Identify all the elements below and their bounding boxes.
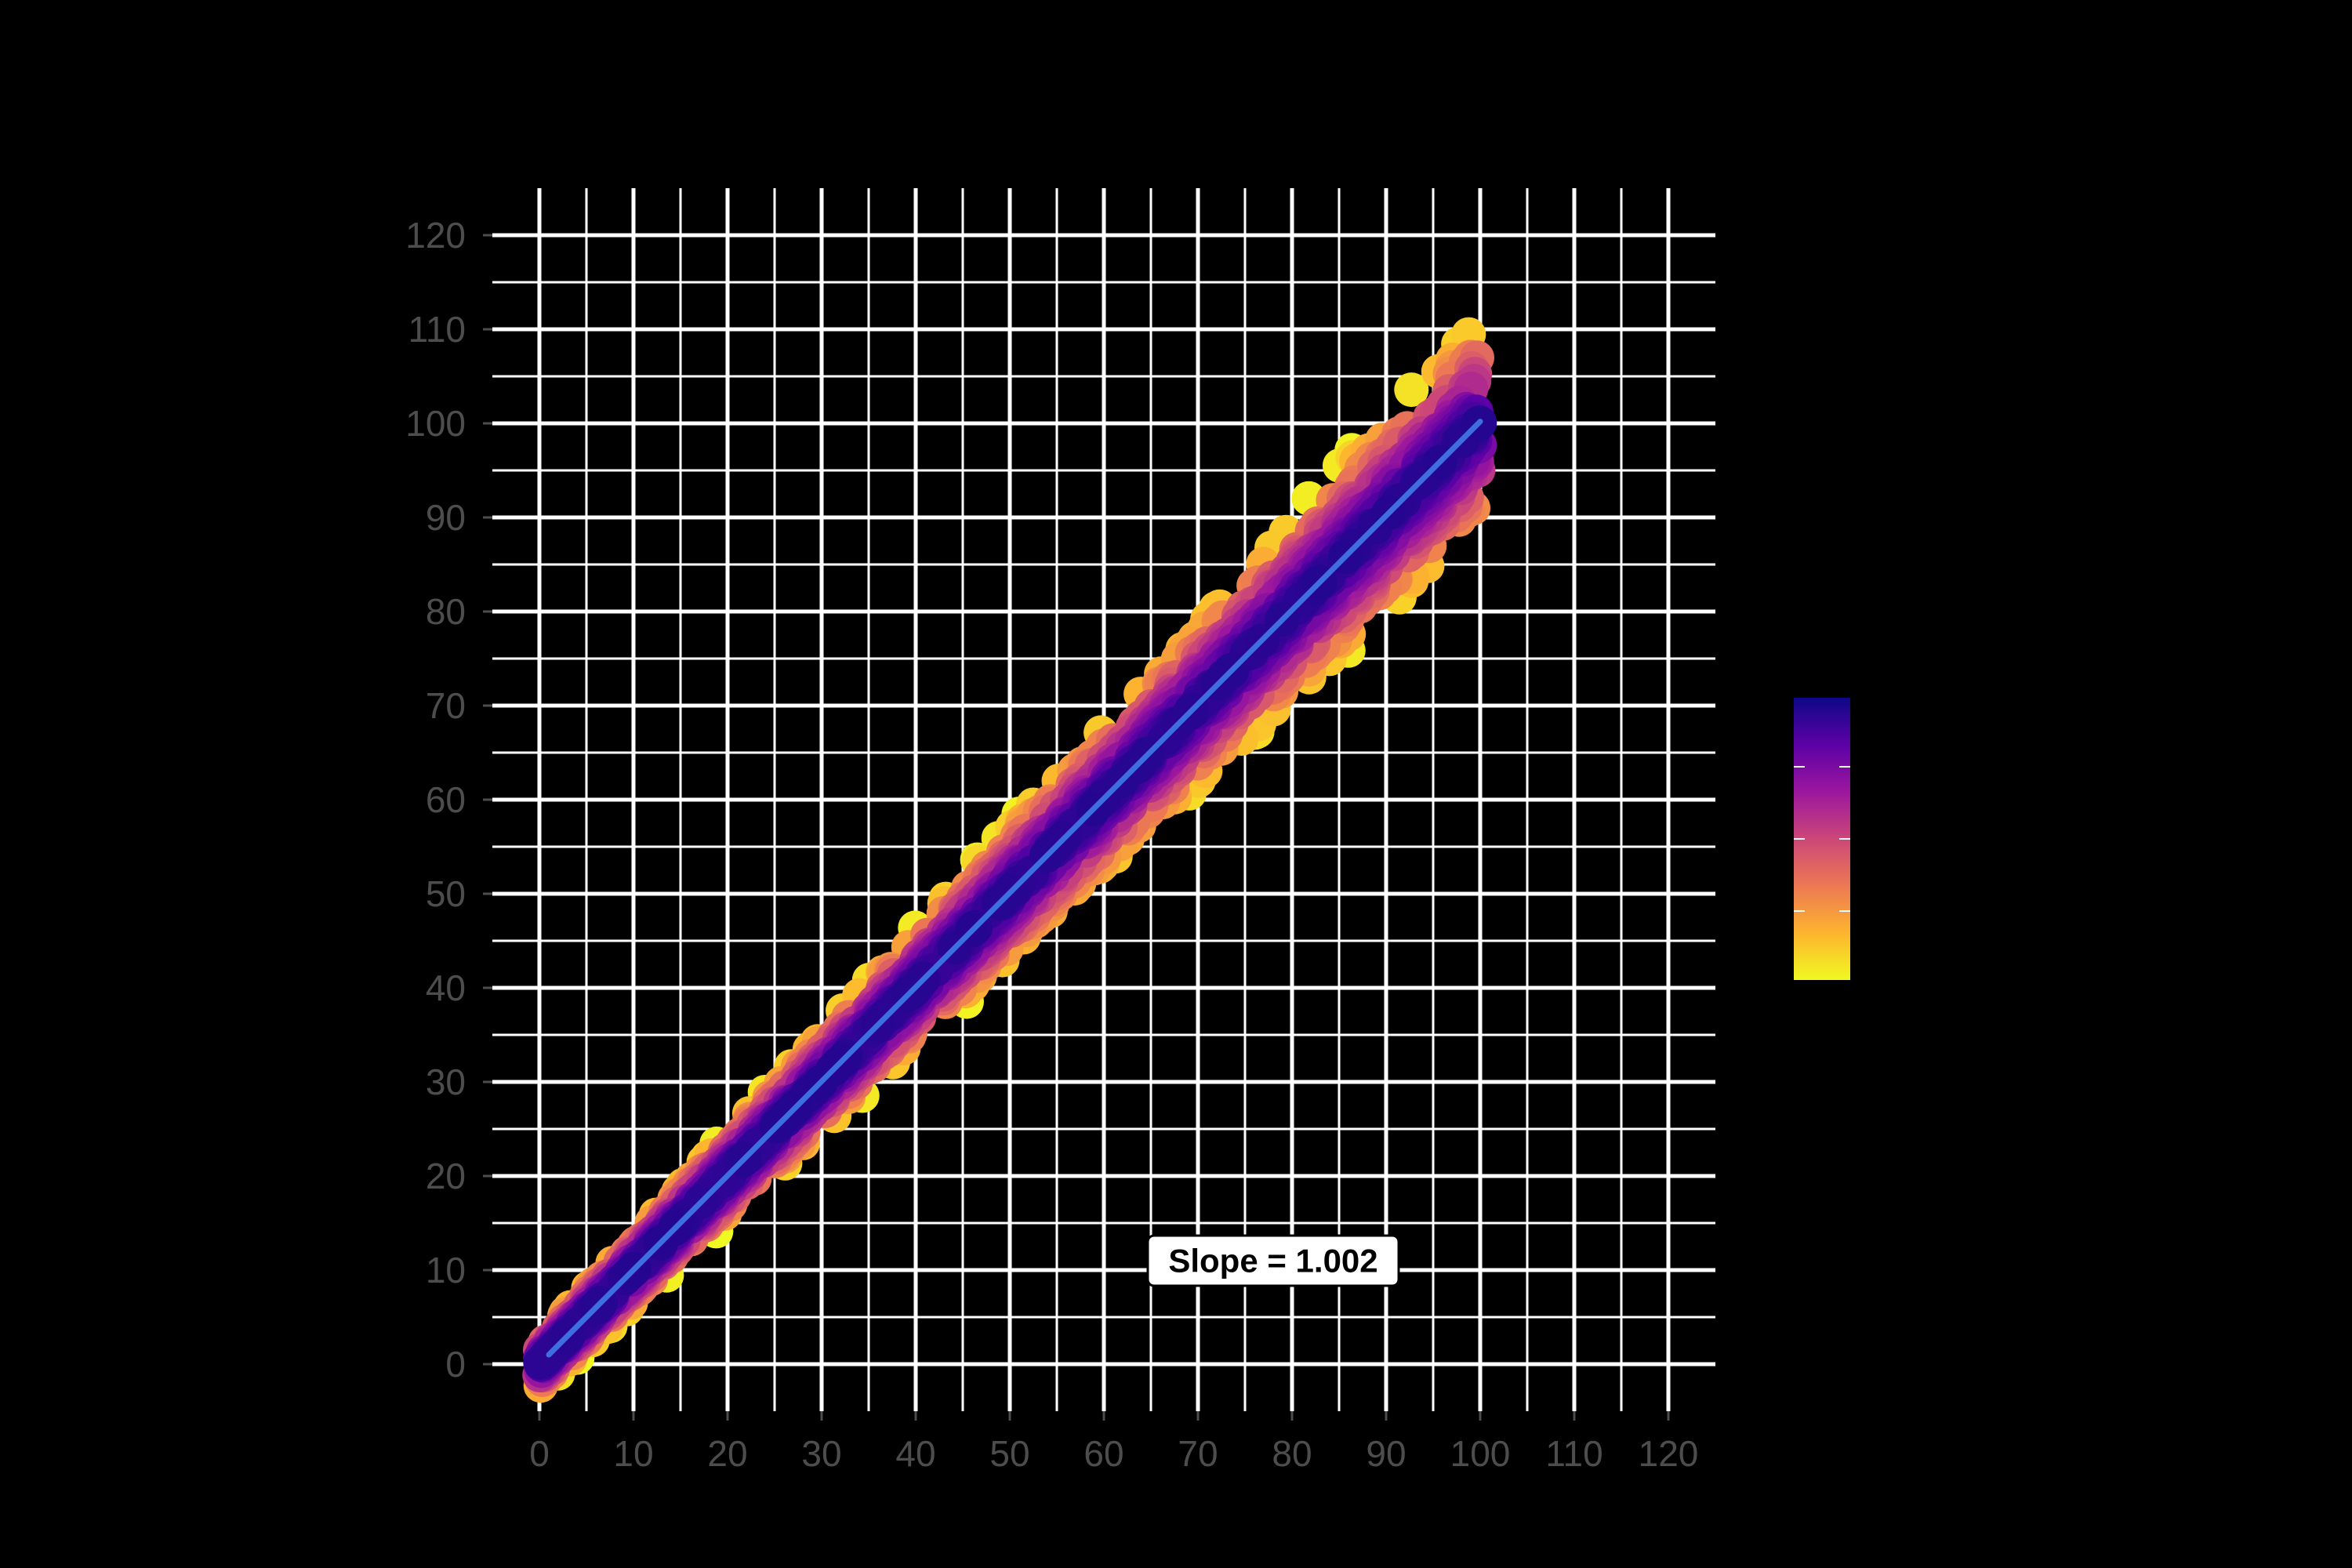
y-tick-label: 80 — [426, 591, 466, 632]
slope-label: Slope = 1.002 — [1168, 1243, 1377, 1279]
x-tick-label: 50 — [989, 1433, 1029, 1474]
x-tick-label: 90 — [1366, 1433, 1406, 1474]
y-tick-label: 90 — [426, 497, 466, 538]
fit-line — [546, 419, 1483, 1358]
y-tick-label: 110 — [408, 309, 466, 350]
x-tick-label: 120 — [1639, 1433, 1699, 1474]
x-tick-label: 0 — [529, 1433, 550, 1474]
y-tick-label: 40 — [426, 967, 466, 1008]
y-tick-label: 0 — [445, 1344, 466, 1385]
y-tick-label: 120 — [405, 215, 466, 256]
y-tick-label: 30 — [426, 1062, 466, 1102]
x-tick-label: 70 — [1178, 1433, 1218, 1474]
y-tick-label: 70 — [426, 685, 466, 726]
x-tick-label: 100 — [1450, 1433, 1511, 1474]
y-tick-label: 50 — [426, 873, 466, 914]
x-tick-label: 10 — [613, 1433, 653, 1474]
x-tick-label: 80 — [1272, 1433, 1312, 1474]
x-tick-label: 40 — [895, 1433, 935, 1474]
x-tick-label: 30 — [801, 1433, 841, 1474]
x-tick-label: 110 — [1545, 1433, 1602, 1474]
y-tick-label: 60 — [426, 779, 466, 820]
scatter-point — [1394, 372, 1429, 408]
regression-line — [546, 419, 1483, 1358]
axes: 0 10 20 30 40 50 60 70 80 90 100 110 120 0 10 20 30 40 50 6… — [405, 215, 1698, 1474]
slope-label-box — [1146, 1234, 1400, 1287]
x-tick-label: 20 — [707, 1433, 747, 1474]
x-tick-label: 60 — [1083, 1433, 1123, 1474]
y-tick-label: 20 — [426, 1156, 466, 1196]
slope-annotation: Slope = 1.002 — [1146, 1234, 1400, 1287]
y-tick-label: 100 — [405, 403, 466, 444]
colorbar — [1794, 698, 1850, 980]
y-tick-label: 10 — [426, 1250, 466, 1290]
